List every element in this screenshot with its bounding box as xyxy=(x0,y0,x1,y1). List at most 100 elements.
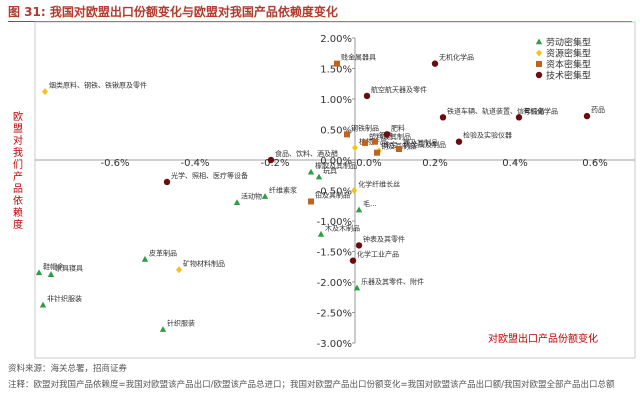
data-point xyxy=(35,269,43,276)
x-tick-label: 0.6% xyxy=(582,158,607,169)
data-label: 肥料 xyxy=(391,123,405,132)
data-point xyxy=(396,146,402,153)
x-tick-label: -0.2% xyxy=(260,158,289,169)
figure-title-text: 我国对欧盟出口份额变化与欧盟对我国产品依赖度变化 xyxy=(49,5,338,19)
data-point xyxy=(47,271,55,277)
data-point xyxy=(308,198,314,205)
data-point xyxy=(159,326,167,332)
data-label: 皮革制品 xyxy=(149,248,177,257)
data-label: 玩具 xyxy=(323,167,337,175)
legend-marker xyxy=(535,38,543,45)
data-point xyxy=(351,187,358,194)
data-point xyxy=(383,131,391,138)
y-tick-label: -0.50% xyxy=(317,187,352,198)
axes: -0.6% -0.4% -0.2% 0.0% 0.2% 0.4% 0.6% 2.00% 1.50… xyxy=(35,34,635,350)
data-point xyxy=(233,199,241,205)
data-point xyxy=(455,138,463,145)
data-point xyxy=(39,301,47,308)
data-point xyxy=(355,242,363,249)
x-tick-label: 0.4% xyxy=(502,158,527,169)
y-tick-label: -2.50% xyxy=(317,309,352,320)
data-point xyxy=(176,266,182,274)
chart-frame xyxy=(34,21,636,359)
y-tick-label: -3.00% xyxy=(317,339,352,350)
y-tick-label: 0.50% xyxy=(320,126,352,137)
data-label: 航空航天器及零件 xyxy=(371,85,427,94)
data-point xyxy=(355,206,363,213)
data-point xyxy=(362,139,368,146)
data-point xyxy=(372,138,378,145)
data-point xyxy=(315,173,323,180)
data-label: 化学工业产品 xyxy=(357,250,399,259)
data-point xyxy=(353,284,361,291)
data-label: 非针织服装 xyxy=(47,294,82,303)
data-label: 纤维素浆 xyxy=(269,186,297,195)
data-label: 无机化学品 xyxy=(439,53,474,62)
data-point xyxy=(307,168,315,175)
y-tick-label: 2.00% xyxy=(320,34,352,45)
data-label: 烟类原料、钢铁、铁锹原及零件 xyxy=(49,81,147,90)
data-point xyxy=(261,193,269,199)
data-point xyxy=(334,60,340,67)
data-label: 铁及其制品 xyxy=(403,138,438,147)
legend-label: 劳动密集型 xyxy=(546,37,591,49)
figure-title: 图 31: 我国对欧盟出口份额变化与欧盟对我国产品依赖度变化 xyxy=(8,3,632,21)
data-label: 有机化学品 xyxy=(523,106,558,115)
data-label: 铁道车辆、轨道装置、信号设备 xyxy=(447,106,545,115)
data-label: 贱金属器具 xyxy=(341,53,376,62)
data-label: 钢铁制品 xyxy=(351,123,379,132)
y-axis-label: 欧盟对我们产品依赖度 xyxy=(13,111,23,231)
data-label: 家具寝具 xyxy=(55,264,83,273)
data-label: 毛... xyxy=(363,199,377,208)
data-label: 珠宝、贵金属及制品 xyxy=(383,140,446,149)
data-label: 塑料及其制品 xyxy=(369,132,411,141)
data-point xyxy=(163,178,171,186)
data-label: 化学纤维长丝 xyxy=(358,180,400,189)
figure-number: 图 31: xyxy=(8,5,46,19)
y-tick-label: 1.00% xyxy=(320,95,352,106)
scatter-chart: -0.6% -0.4% -0.2% 0.0% 0.2% 0.4% 0.6% 2.00% 1.50… xyxy=(13,21,636,359)
y-tick-label: 1.50% xyxy=(320,65,352,76)
data-label: 矿物材料制品 xyxy=(183,259,225,268)
data-point xyxy=(374,149,380,156)
y-tick-label: -2.00% xyxy=(317,278,352,289)
data-point xyxy=(515,114,523,121)
data-label: 药品 xyxy=(591,105,605,114)
data-point xyxy=(267,156,275,164)
data-label: 钟表及其零件 xyxy=(363,234,405,243)
legend-marker xyxy=(535,71,543,79)
y-tick-label: 0.00% xyxy=(320,156,352,167)
data-label: 针织服装 xyxy=(167,319,195,328)
data-point xyxy=(349,257,357,264)
data-point xyxy=(352,144,358,152)
x-axis-label: 对欧盟出口产品份额变化 xyxy=(488,332,598,345)
data-label: 活动物 xyxy=(241,192,262,201)
legend-label: 资本密集型 xyxy=(546,59,591,71)
legend-marker xyxy=(536,49,542,57)
y-tick-label: -1.00% xyxy=(317,217,352,228)
x-tick-label: -0.6% xyxy=(100,158,129,169)
data-point xyxy=(317,230,325,237)
data-point xyxy=(344,131,350,138)
data-point xyxy=(363,92,371,100)
data-label: 铅及其制品 xyxy=(315,190,350,199)
data-point xyxy=(439,114,447,121)
data-label: 乐器及其零件、附件 xyxy=(361,277,424,286)
title-rule xyxy=(8,21,632,22)
footnote: 注释：欧盟对我国产品依赖度=我国对欧盟该产品出口/欧盟该产品总进口；我国对欧盟产… xyxy=(8,380,615,390)
legend-label: 资源密集型 xyxy=(546,48,591,60)
legend-label: 技术密集型 xyxy=(546,70,591,82)
data-label: 鞋帽伞 xyxy=(43,262,64,271)
data-label: 光学、照相、医疗等设备 xyxy=(171,171,248,180)
data-label: 检验及实验仪器 xyxy=(463,131,512,140)
data-label: 橡胶及其制品 xyxy=(315,161,357,170)
x-tick-label: -0.4% xyxy=(180,158,209,169)
data-label: 食品、饮料、酒及醋 xyxy=(275,149,338,158)
legend-marker xyxy=(536,61,542,67)
data-label: 木及木制品 xyxy=(325,223,360,232)
y-tick-label: -1.50% xyxy=(317,248,352,259)
x-tick-label: 0.0% xyxy=(356,158,381,169)
data-point xyxy=(141,255,149,262)
